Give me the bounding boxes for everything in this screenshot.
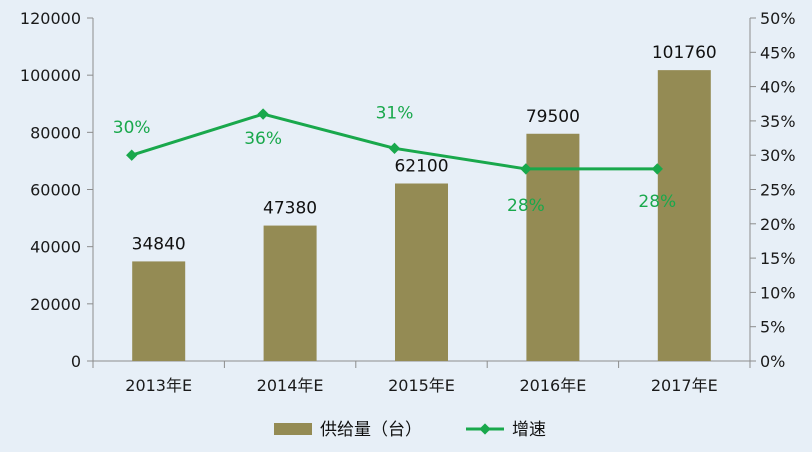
y-left-tick-label: 60000: [30, 181, 81, 200]
y-left-tick-label: 120000: [20, 9, 81, 28]
bar-value-label: 79500: [526, 107, 580, 127]
y-left-tick-label: 40000: [30, 238, 81, 257]
y-right-tick-label: 0%: [760, 352, 785, 371]
growth-value-label: 28%: [507, 196, 545, 216]
growth-value-label: 36%: [244, 129, 282, 149]
y-left-tick-label: 0: [71, 352, 81, 371]
axes: 0 20000 40000 60000 80000 100000 120000 0% 5% 10%…: [20, 9, 796, 395]
growth-point: [126, 149, 138, 161]
legend-bar-label: 供给量（台）: [320, 420, 422, 440]
y-right-tick-label: 20%: [760, 215, 796, 234]
bar-value-label: 47380: [263, 199, 317, 219]
growth-point: [257, 108, 269, 120]
y-right-tick-label: 5%: [760, 318, 785, 337]
legend-line-label: 增速: [512, 420, 546, 440]
y-right-tick-label: 35%: [760, 112, 796, 131]
growth-labels: 30% 36% 31% 28% 28%: [113, 103, 676, 216]
growth-value-label: 30%: [113, 118, 151, 138]
bar-value-label: 62100: [394, 156, 448, 176]
y-right-tick-label: 25%: [760, 181, 796, 200]
bar-labels: 34840 47380 62100 79500 101760: [132, 43, 717, 254]
growth-value-label: 28%: [638, 192, 676, 212]
y-left-tick-label: 20000: [30, 295, 81, 314]
x-tick-label: 2017年E: [651, 376, 718, 395]
y-right-tick-label: 15%: [760, 249, 796, 268]
x-tick-label: 2014年E: [257, 376, 324, 395]
legend: 供给量（台） 增速: [274, 420, 546, 440]
x-tick-label: 2015年E: [388, 376, 455, 395]
bar: [526, 133, 580, 361]
y-right-tick-label: 40%: [760, 78, 796, 97]
bar: [263, 225, 317, 361]
x-tick-label: 2016年E: [519, 376, 586, 395]
bars: [132, 70, 711, 362]
bar: [132, 261, 186, 361]
y-right-tick-label: 50%: [760, 9, 796, 28]
growth-point: [388, 142, 401, 154]
x-tick-label: 2013年E: [125, 376, 192, 395]
bar: [657, 70, 711, 362]
y-right-tick-label: 45%: [760, 43, 796, 62]
bar: [395, 183, 448, 361]
y-right-tick-label: 10%: [760, 283, 796, 302]
growth-value-label: 31%: [376, 103, 414, 123]
growth-point: [520, 163, 532, 175]
y-right-tick-label: 30%: [760, 146, 796, 165]
legend-line-marker: [479, 423, 491, 435]
y-left-tick-label: 100000: [20, 66, 81, 85]
legend-bar-swatch: [274, 423, 312, 435]
bar-value-label: 101760: [652, 43, 717, 63]
growth-point: [651, 163, 663, 175]
bar-value-label: 34840: [132, 234, 186, 254]
y-left-tick-label: 80000: [30, 123, 81, 142]
